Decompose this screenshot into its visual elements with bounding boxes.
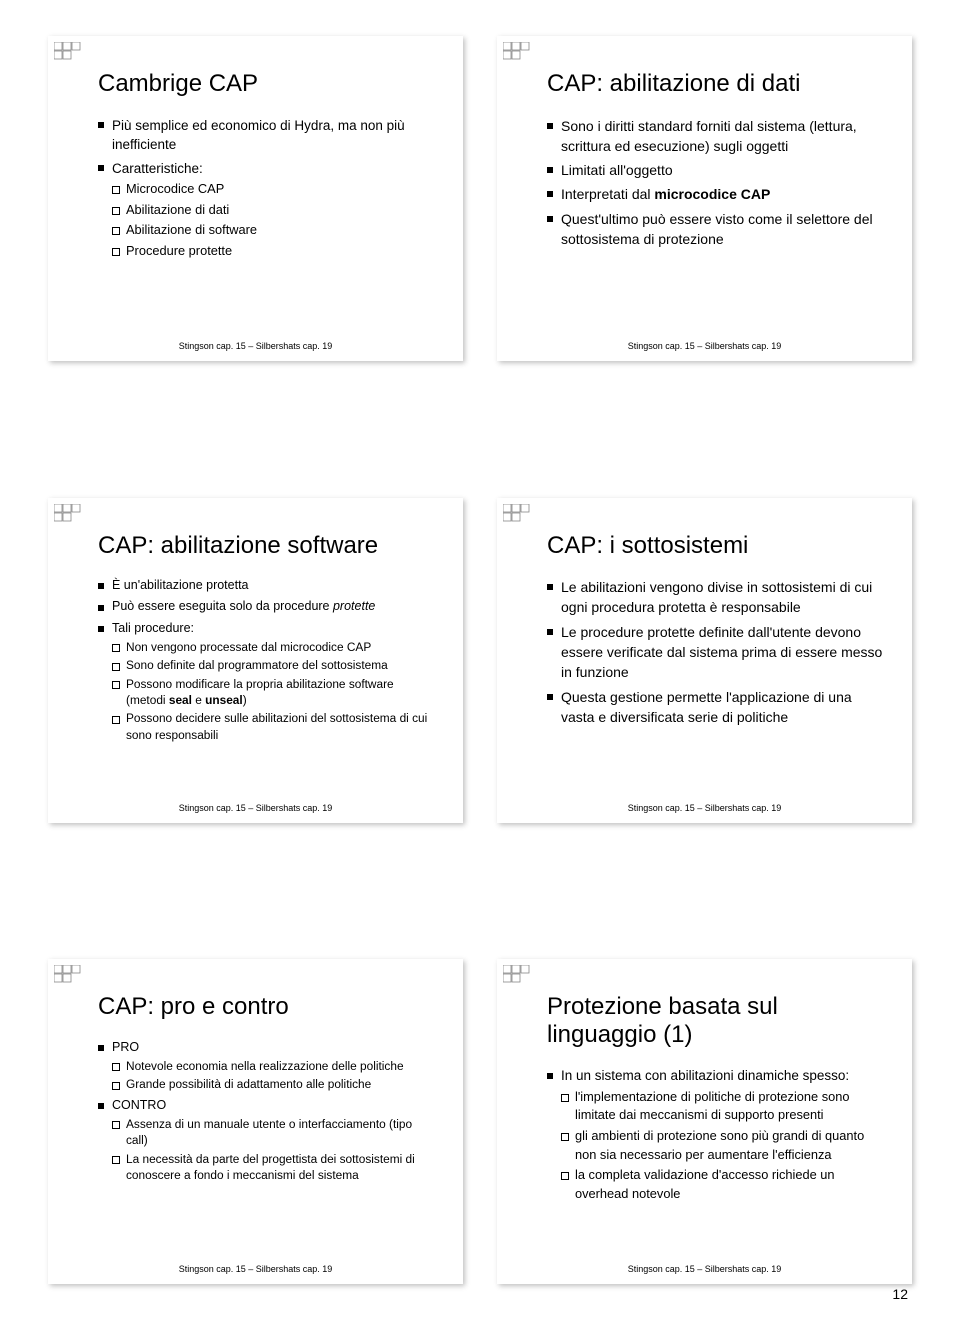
text-bold: microcodice CAP (654, 186, 770, 202)
text-italic: protette (333, 599, 375, 613)
slide-1: Cambrige CAP Più semplice ed economico d… (48, 36, 463, 361)
slide-content: PRO Notevole economia nella realizzazion… (48, 1033, 463, 1264)
slide-content: Sono i diritti standard forniti dal sist… (497, 110, 912, 341)
list-item: Microcodice CAP (112, 180, 435, 199)
slide-footer: Stingson cap. 15 – Silbershats cap. 19 (497, 803, 912, 823)
list-item: Tali procedure: Non vengono processate d… (98, 620, 435, 744)
corner-icon (503, 42, 539, 66)
slide-content: È un'abilitazione protetta Può essere es… (48, 571, 463, 802)
text: CONTRO (112, 1098, 166, 1112)
slide-title: CAP: pro e contro (98, 993, 435, 1021)
list-item: Possono decidere sulle abilitazioni del … (112, 710, 435, 743)
list-item: Abilitazione di dati (112, 201, 435, 220)
text: Può essere eseguita solo da procedure (112, 599, 333, 613)
list-item: Grande possibilità di adattamento alle p… (112, 1076, 435, 1092)
list-item: la completa validazione d'accesso richie… (561, 1166, 884, 1203)
list-item: Notevole economia nella realizzazione de… (112, 1058, 435, 1074)
list-item: Assenza di un manuale utente o interfacc… (112, 1116, 435, 1149)
page-number: 12 (892, 1286, 908, 1302)
list-item: Abilitazione di software (112, 221, 435, 240)
list-item: Sono i diritti standard forniti dal sist… (547, 116, 884, 157)
text: PRO (112, 1040, 139, 1054)
list-item: Più semplice ed economico di Hydra, ma n… (98, 116, 435, 155)
list-item: gli ambienti di protezione sono più gran… (561, 1127, 884, 1164)
list-item: È un'abilitazione protetta (98, 577, 435, 594)
corner-icon (54, 42, 90, 66)
slide-row: Cambrige CAP Più semplice ed economico d… (48, 36, 912, 361)
slide-title: CAP: abilitazione software (98, 532, 435, 560)
list-item: Le procedure protette definite dall'uten… (547, 622, 884, 683)
slide-title: Protezione basata sul linguaggio (1) (547, 993, 884, 1048)
text: Interpretati dal (561, 186, 654, 202)
list-item: CONTRO Assenza di un manuale utente o in… (98, 1097, 435, 1184)
slide-content: Le abilitazioni vengono divise in sottos… (497, 571, 912, 802)
text: Tali procedure: (112, 621, 194, 635)
text: e (192, 693, 205, 707)
text-bold: seal (169, 693, 192, 707)
text: Possono modificare la propria abilitazio… (126, 677, 394, 707)
slide-footer: Stingson cap. 15 – Silbershats cap. 19 (497, 1264, 912, 1284)
list-item: Caratteristiche: Microcodice CAP Abilita… (98, 159, 435, 261)
slide-footer: Stingson cap. 15 – Silbershats cap. 19 (497, 341, 912, 361)
list-item: Non vengono processate dal microcodice C… (112, 639, 435, 655)
slide-3: CAP: abilitazione software È un'abilitaz… (48, 498, 463, 823)
slide-title: Cambrige CAP (98, 70, 435, 98)
slide-content: Più semplice ed economico di Hydra, ma n… (48, 110, 463, 341)
text-bold: unseal (205, 693, 243, 707)
list-item: l'implementazione di politiche di protez… (561, 1088, 884, 1125)
slide-row: CAP: abilitazione software È un'abilitaz… (48, 498, 912, 823)
list-item: Questa gestione permette l'applicazione … (547, 687, 884, 728)
list-item: Sono definite dal programmatore del sott… (112, 657, 435, 673)
list-item: Quest'ultimo può essere visto come il se… (547, 209, 884, 250)
slide-2: CAP: abilitazione di dati Sono i diritti… (497, 36, 912, 361)
list-item: In un sistema con abilitazioni dinamiche… (547, 1066, 884, 1203)
slide-row: CAP: pro e contro PRO Notevole economia … (48, 959, 912, 1284)
slide-footer: Stingson cap. 15 – Silbershats cap. 19 (48, 341, 463, 361)
list-item: Procedure protette (112, 242, 435, 261)
list-item: Possono modificare la propria abilitazio… (112, 676, 435, 709)
corner-icon (503, 504, 539, 528)
slide-footer: Stingson cap. 15 – Silbershats cap. 19 (48, 1264, 463, 1284)
slide-4: CAP: i sottosistemi Le abilitazioni veng… (497, 498, 912, 823)
slide-6: Protezione basata sul linguaggio (1) In … (497, 959, 912, 1284)
list-item: La necessità da parte del progettista de… (112, 1151, 435, 1184)
list-item: Limitati all'oggetto (547, 160, 884, 180)
page-container: Cambrige CAP Più semplice ed economico d… (0, 0, 960, 1320)
slide-title: CAP: abilitazione di dati (547, 70, 884, 98)
corner-icon (54, 504, 90, 528)
list-item: Interpretati dal microcodice CAP (547, 184, 884, 204)
list-item: PRO Notevole economia nella realizzazion… (98, 1039, 435, 1093)
slide-footer: Stingson cap. 15 – Silbershats cap. 19 (48, 803, 463, 823)
text: ) (243, 693, 247, 707)
list-item: Le abilitazioni vengono divise in sottos… (547, 577, 884, 618)
text: Caratteristiche: (112, 161, 203, 176)
slide-5: CAP: pro e contro PRO Notevole economia … (48, 959, 463, 1284)
corner-icon (54, 965, 90, 989)
corner-icon (503, 965, 539, 989)
slide-title: CAP: i sottosistemi (547, 532, 884, 560)
list-item: Può essere eseguita solo da procedure pr… (98, 598, 435, 615)
text: In un sistema con abilitazioni dinamiche… (561, 1068, 849, 1083)
slide-content: In un sistema con abilitazioni dinamiche… (497, 1060, 912, 1264)
